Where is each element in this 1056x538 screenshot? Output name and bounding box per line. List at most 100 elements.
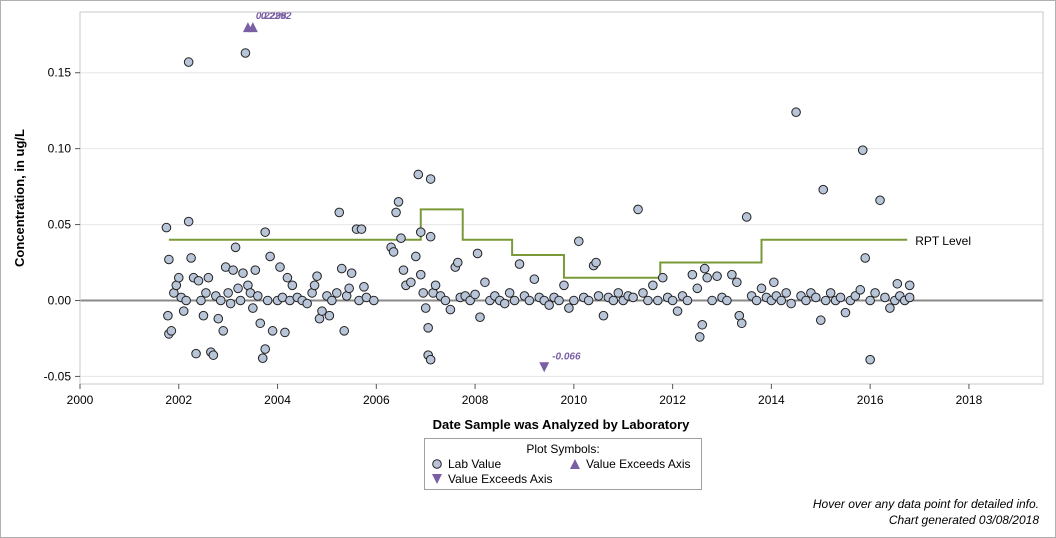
data-point[interactable] bbox=[628, 292, 638, 303]
data-point[interactable] bbox=[327, 295, 337, 306]
data-point[interactable] bbox=[248, 303, 258, 313]
data-point[interactable] bbox=[776, 295, 787, 306]
data-point[interactable] bbox=[667, 295, 678, 306]
data-point[interactable] bbox=[885, 303, 895, 313]
data-point[interactable] bbox=[598, 310, 609, 321]
data-point[interactable] bbox=[591, 257, 601, 268]
data-point[interactable] bbox=[801, 295, 811, 306]
data-point[interactable] bbox=[356, 224, 367, 234]
data-point[interactable] bbox=[657, 272, 668, 283]
data-point[interactable] bbox=[238, 268, 248, 278]
data-point[interactable] bbox=[865, 354, 875, 365]
data-point[interactable] bbox=[904, 292, 915, 303]
data-point[interactable] bbox=[257, 353, 268, 363]
data-point[interactable] bbox=[786, 298, 796, 309]
data-point[interactable] bbox=[470, 289, 480, 300]
data-point[interactable] bbox=[334, 207, 345, 218]
data-point[interactable] bbox=[287, 280, 298, 291]
data-point[interactable] bbox=[201, 288, 211, 298]
data-point[interactable] bbox=[267, 326, 278, 336]
data-point[interactable] bbox=[699, 263, 710, 274]
data-point[interactable] bbox=[418, 288, 429, 298]
data-point[interactable] bbox=[559, 280, 569, 291]
data-point[interactable] bbox=[186, 253, 196, 263]
data-point[interactable] bbox=[193, 275, 204, 286]
data-point[interactable] bbox=[835, 292, 846, 303]
data-point[interactable] bbox=[396, 233, 406, 244]
data-point[interactable] bbox=[653, 295, 663, 306]
data-point[interactable] bbox=[554, 295, 564, 306]
data-point[interactable] bbox=[633, 204, 643, 215]
data-point[interactable] bbox=[228, 265, 238, 275]
data-point[interactable] bbox=[336, 263, 347, 274]
data-point[interactable] bbox=[702, 272, 712, 283]
data-point[interactable] bbox=[282, 272, 293, 283]
data-point[interactable] bbox=[164, 254, 174, 265]
data-point[interactable] bbox=[504, 288, 515, 298]
data-point[interactable] bbox=[369, 295, 379, 306]
data-point[interactable] bbox=[524, 295, 535, 306]
data-point[interactable] bbox=[850, 291, 861, 301]
data-point[interactable] bbox=[751, 295, 762, 306]
data-point[interactable] bbox=[425, 231, 436, 242]
data-point[interactable] bbox=[815, 315, 826, 326]
exceeds-axis-down-marker[interactable] bbox=[539, 362, 550, 373]
data-point[interactable] bbox=[860, 253, 871, 263]
data-point[interactable] bbox=[183, 57, 194, 67]
data-point[interactable] bbox=[178, 306, 189, 316]
data-point[interactable] bbox=[875, 195, 885, 206]
data-point[interactable] bbox=[811, 292, 821, 303]
data-point[interactable] bbox=[480, 277, 490, 288]
data-point[interactable] bbox=[756, 283, 767, 294]
exceeds-axis-up-marker[interactable] bbox=[247, 22, 258, 33]
data-point[interactable] bbox=[736, 318, 747, 329]
data-point[interactable] bbox=[613, 288, 624, 298]
data-point[interactable] bbox=[317, 306, 327, 316]
data-point[interactable] bbox=[499, 298, 510, 309]
data-point[interactable] bbox=[415, 227, 426, 237]
data-point[interactable] bbox=[452, 257, 463, 268]
data-point[interactable] bbox=[870, 288, 880, 298]
data-point[interactable] bbox=[643, 295, 653, 306]
data-point[interactable] bbox=[472, 248, 483, 259]
data-point[interactable] bbox=[275, 262, 285, 272]
data-point[interactable] bbox=[420, 303, 431, 313]
data-point[interactable] bbox=[840, 307, 851, 318]
data-point[interactable] bbox=[544, 300, 554, 310]
data-point[interactable] bbox=[183, 216, 194, 227]
data-point[interactable] bbox=[781, 288, 792, 298]
data-point[interactable] bbox=[208, 350, 219, 360]
data-point[interactable] bbox=[425, 354, 436, 365]
data-point[interactable] bbox=[203, 272, 214, 283]
data-point[interactable] bbox=[250, 265, 261, 275]
data-point[interactable] bbox=[196, 295, 206, 306]
data-point[interactable] bbox=[411, 251, 421, 262]
data-point[interactable] bbox=[235, 295, 246, 306]
data-point[interactable] bbox=[215, 295, 226, 306]
data-point[interactable] bbox=[865, 295, 875, 306]
data-point[interactable] bbox=[230, 242, 241, 253]
data-point[interactable] bbox=[722, 295, 732, 306]
data-point[interactable] bbox=[445, 304, 456, 315]
data-point[interactable] bbox=[569, 295, 579, 306]
data-point[interactable] bbox=[707, 295, 717, 306]
data-point[interactable] bbox=[712, 271, 722, 281]
data-point[interactable] bbox=[218, 326, 229, 336]
data-point[interactable] bbox=[260, 344, 270, 354]
data-point[interactable] bbox=[741, 212, 752, 222]
data-point[interactable] bbox=[346, 268, 357, 278]
data-point[interactable] bbox=[415, 269, 426, 280]
data-point[interactable] bbox=[198, 310, 209, 321]
data-point[interactable] bbox=[252, 291, 263, 301]
data-point[interactable] bbox=[692, 283, 703, 294]
data-point[interactable] bbox=[727, 269, 737, 280]
data-point[interactable] bbox=[359, 282, 369, 292]
data-point[interactable] bbox=[818, 184, 829, 195]
data-point[interactable] bbox=[509, 295, 520, 306]
data-point[interactable] bbox=[440, 295, 451, 306]
data-point[interactable] bbox=[339, 326, 350, 336]
data-point[interactable] bbox=[312, 271, 322, 281]
data-point[interactable] bbox=[648, 280, 658, 291]
data-point[interactable] bbox=[855, 285, 866, 295]
